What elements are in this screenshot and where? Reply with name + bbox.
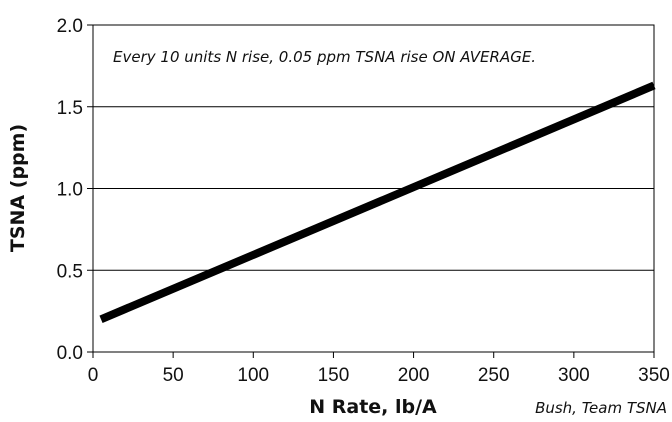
x-tick-label: 50 (163, 365, 184, 386)
y-tick-labels: 0.0 0.5 1.0 1.5 2.0 (57, 16, 83, 364)
y-tick-label: 1.5 (57, 98, 83, 119)
y-axis-label: TSNA (ppm) (7, 124, 29, 252)
x-tick-label: 150 (318, 365, 350, 386)
x-tick-label: 0 (88, 365, 99, 386)
x-tick-label: 100 (237, 365, 269, 386)
x-axis-label: N Rate, lb/A (309, 396, 437, 418)
x-tick-label: 200 (398, 365, 430, 386)
credit-text: Bush, Team TSNA (535, 399, 667, 417)
gridlines (87, 24, 655, 358)
trend-line (99, 81, 656, 323)
y-tick-label: 0.0 (57, 343, 83, 364)
annotation-text: Every 10 units N rise, 0.05 ppm TSNA ris… (113, 48, 536, 66)
series-group (99, 81, 656, 323)
x-tick-labels: 0 50 100 150 200 250 300 350 (88, 365, 670, 386)
x-tick-label: 350 (638, 365, 670, 386)
y-tick-label: 0.5 (57, 261, 83, 282)
y-tick-label: 2.0 (57, 16, 83, 37)
y-tick-label: 1.0 (57, 180, 83, 201)
x-tick-label: 300 (558, 365, 590, 386)
x-tick-label: 250 (478, 365, 510, 386)
